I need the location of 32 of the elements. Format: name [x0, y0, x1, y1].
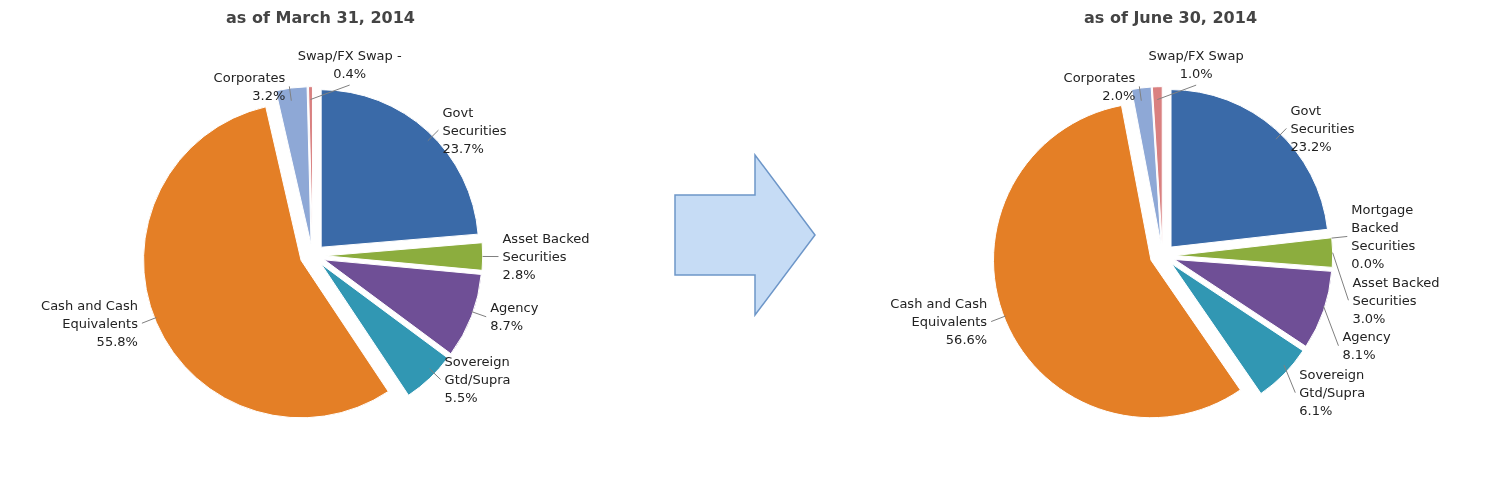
data-label: 3.2% [252, 87, 286, 103]
data-label: 8.1% [1342, 347, 1376, 363]
data-label: 5.5% [444, 390, 478, 406]
slice-label: Sovereign Gtd/Supra [444, 354, 511, 388]
data-label: 2.8% [502, 267, 536, 283]
slice-label: Asset Backed Securities [1352, 274, 1440, 308]
data-label: 56.6% [945, 332, 988, 348]
data-label: 23.2% [1290, 138, 1332, 154]
slice-label: Corporates [213, 69, 286, 85]
slice-label: Agency [490, 300, 539, 316]
slice-label: Agency [1342, 329, 1391, 345]
slice-label: Govt Securities [442, 104, 507, 138]
slice-label: Swap/FX Swap - [297, 48, 402, 64]
slice-label: Swap/FX Swap [1148, 48, 1244, 64]
data-label: 23.7% [442, 140, 484, 156]
slice-label: Asset Backed Securities [502, 231, 590, 265]
slice-label: Cash and Cash Equivalents [41, 297, 139, 331]
slice-label: Corporates [1063, 69, 1136, 85]
data-label: 3.0% [1352, 310, 1386, 326]
category-label: Mortgage Backed Securities [1351, 201, 1416, 253]
data-label: 8.7% [490, 318, 524, 334]
data-label: 0.4% [333, 66, 367, 82]
chart-title: as of March 31, 2014 [226, 7, 415, 27]
data-label: 55.8% [96, 333, 138, 349]
text: 0.0% [1351, 255, 1385, 271]
chart-title: as of June 30, 2014 [1083, 7, 1258, 27]
slice-label: Govt Securities [1290, 102, 1355, 136]
data-label: 1.0% [1179, 66, 1213, 82]
data-label: 6.1% [1299, 403, 1333, 419]
data-label: 2.0% [1102, 87, 1136, 103]
slice-label: Sovereign Gtd/Supra [1299, 367, 1366, 401]
slice-label: Cash and Cash Equivalents [890, 296, 988, 330]
